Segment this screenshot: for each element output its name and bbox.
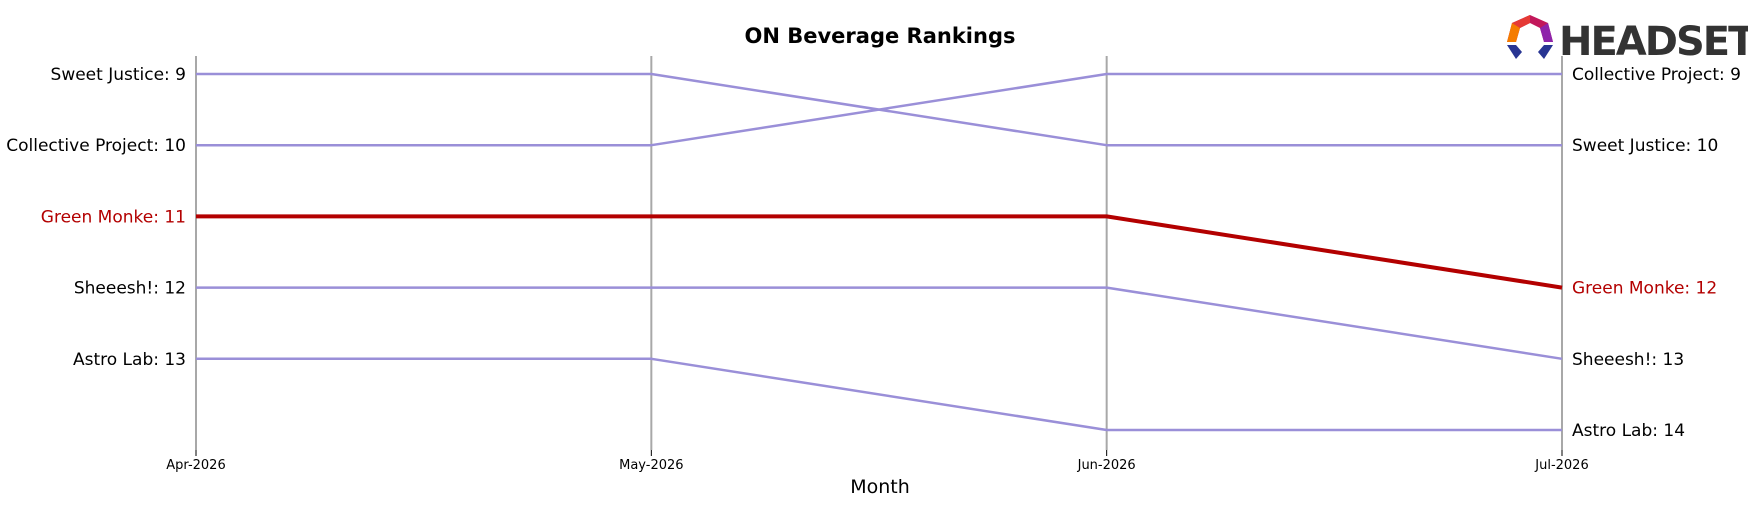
- series-line-astro-lab: [196, 357, 1562, 432]
- right-rank-label: Collective Project: 9: [1572, 65, 1741, 85]
- logo-wordmark: HEADSET: [1559, 19, 1748, 65]
- chart-title: ON Beverage Rankings: [745, 24, 1016, 48]
- left-rank-labels: Sweet Justice: 9 Collective Project: 10 Gr…: [6, 65, 186, 370]
- right-rank-label: Sheeesh!: 13: [1572, 350, 1684, 370]
- series-lines: [196, 72, 1563, 432]
- left-rank-label: Sheeesh!: 12: [74, 279, 186, 299]
- left-rank-label: Sweet Justice: 9: [51, 65, 186, 85]
- left-rank-label: Collective Project: 10: [6, 136, 186, 156]
- x-tick-label: Apr-2026: [166, 458, 225, 473]
- left-rank-label: Astro Lab: 13: [73, 350, 186, 370]
- right-rank-label: Sweet Justice: 10: [1572, 136, 1718, 156]
- x-axis-label: Month: [850, 476, 910, 498]
- right-rank-label: Astro Lab: 14: [1572, 421, 1685, 441]
- x-tick-label: Jun-2026: [1077, 458, 1136, 473]
- month-gridlines: [195, 56, 1563, 450]
- headset-logo: HEADSET: [1507, 15, 1748, 65]
- right-rank-label: Green Monke: 12: [1572, 279, 1717, 299]
- x-tick-label: May-2026: [619, 458, 683, 473]
- x-tick-label: Jul-2026: [1534, 458, 1588, 473]
- series-line-green-monke: [196, 214, 1563, 290]
- left-rank-label: Green Monke: 11: [41, 207, 186, 227]
- series-line-sheeesh: [196, 286, 1563, 361]
- x-tick-labels: Apr-2026 May-2026 Jun-2026 Jul-2026: [166, 450, 1589, 473]
- series-line-collective-project: [196, 72, 1562, 147]
- right-rank-labels: Collective Project: 9 Sweet Justice: 10 Gr…: [1572, 65, 1741, 441]
- headset-hexagon-logo-icon: [1507, 15, 1553, 59]
